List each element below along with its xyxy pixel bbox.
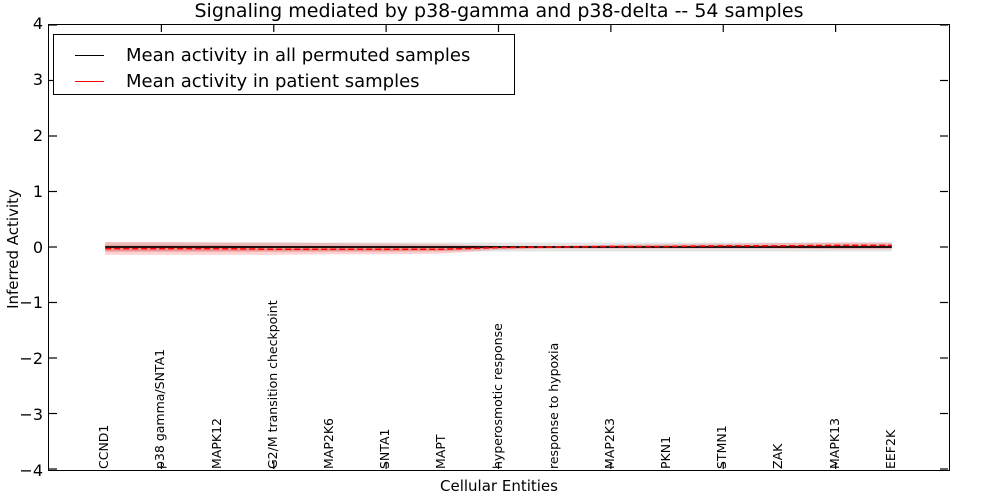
x-tick-label: MAPK12 <box>208 418 224 469</box>
legend-entry-permuted: Mean activity in all permuted samples <box>54 41 470 69</box>
y-tick-label: −4 <box>19 461 43 480</box>
y-tick-label: 1 <box>32 181 43 201</box>
plot-area: CCND1 p38 gamma/SNTA1 MAPK12 G2/M transitio… <box>48 24 950 471</box>
patient-mean-line <box>105 244 892 250</box>
y-tick-label: 0 <box>32 237 43 257</box>
y-tick-label: −1 <box>19 293 43 313</box>
x-tick-label: CCND1 <box>96 424 112 469</box>
y-tick-label: 2 <box>32 125 43 145</box>
y-tick-label: −2 <box>19 349 43 369</box>
chart-canvas <box>49 24 948 470</box>
x-tick-label: SNTA1 <box>377 428 393 469</box>
x-tick-label: EEF2K <box>882 429 898 469</box>
x-tick-label: p38 gamma/SNTA1 <box>152 348 168 469</box>
x-tick-label: MAPK13 <box>826 418 842 469</box>
legend-line-permuted <box>75 54 104 56</box>
x-tick-label: ZAK <box>770 443 786 469</box>
legend-label-patient: Mean activity in patient samples <box>126 70 420 92</box>
patient-band <box>105 242 892 255</box>
x-tick-label: response to hypoxia <box>545 342 561 469</box>
x-tick-label: MAP2K6 <box>320 418 336 469</box>
x-tick-label: G2/M transition checkpoint <box>264 300 280 469</box>
x-axis-label: Cellular Entities <box>440 477 558 495</box>
chart-title: Signaling mediated by p38-gamma and p38-… <box>194 0 804 22</box>
legend-entry-patient: Mean activity in patient samples <box>54 67 420 95</box>
x-tick-label: MAP2K3 <box>601 418 617 469</box>
x-tick-label: STMN1 <box>714 425 730 469</box>
legend-label-permuted: Mean activity in all permuted samples <box>126 44 471 66</box>
y-tick-label: −3 <box>19 405 43 425</box>
legend: Mean activity in all permuted samples Me… <box>53 34 515 95</box>
x-tick-label: PKN1 <box>658 435 674 469</box>
y-tick-label: 4 <box>32 14 43 33</box>
y-tick-label: 3 <box>32 69 43 89</box>
x-tick-label: hyperosmotic response <box>489 323 505 469</box>
legend-line-patient <box>75 80 104 82</box>
x-tick-label: MAPT <box>433 434 449 469</box>
